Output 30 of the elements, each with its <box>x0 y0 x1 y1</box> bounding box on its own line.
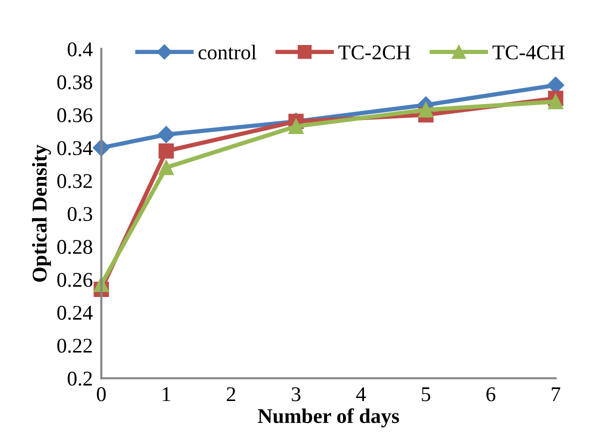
y-tick-label: 0.36 <box>57 108 92 122</box>
point <box>158 160 174 176</box>
x-tick-label: 1 <box>162 387 170 402</box>
x-tick-label: 7 <box>552 387 560 402</box>
x-tick-label: 6 <box>486 387 496 402</box>
y-tick-label: 0.3 <box>68 206 92 222</box>
point <box>288 118 304 134</box>
point <box>158 126 175 144</box>
legend-label: control <box>198 44 256 60</box>
x-tick-label: 4 <box>356 387 366 402</box>
y-tick-label: 0.26 <box>57 272 92 287</box>
y-tick-label: 0.28 <box>57 240 92 254</box>
y-tick-label: 0.22 <box>57 338 92 353</box>
y-tick-label: 0.24 <box>57 306 93 320</box>
y-tick-label: 0.34 <box>57 141 93 156</box>
y-tick-label: 0.32 <box>57 174 92 188</box>
x-tick-label: 2 <box>226 387 236 402</box>
legend-label: TC-2CH <box>338 45 410 60</box>
legend-label: TC-4CH <box>492 45 564 60</box>
point <box>158 143 174 159</box>
y-tick-label: 0.4 <box>68 42 93 56</box>
y-tick-label: 0.2 <box>68 372 92 386</box>
x-tick-label: 0 <box>96 387 106 402</box>
point <box>548 94 564 110</box>
x-tick-label: 5 <box>422 387 430 402</box>
x-tick-label: 3 <box>292 387 300 402</box>
x-axis-title: Number of days <box>258 408 399 428</box>
y-axis-title: Optical Density <box>32 144 51 282</box>
y-tick-label: 0.38 <box>57 75 92 90</box>
point <box>418 102 434 118</box>
